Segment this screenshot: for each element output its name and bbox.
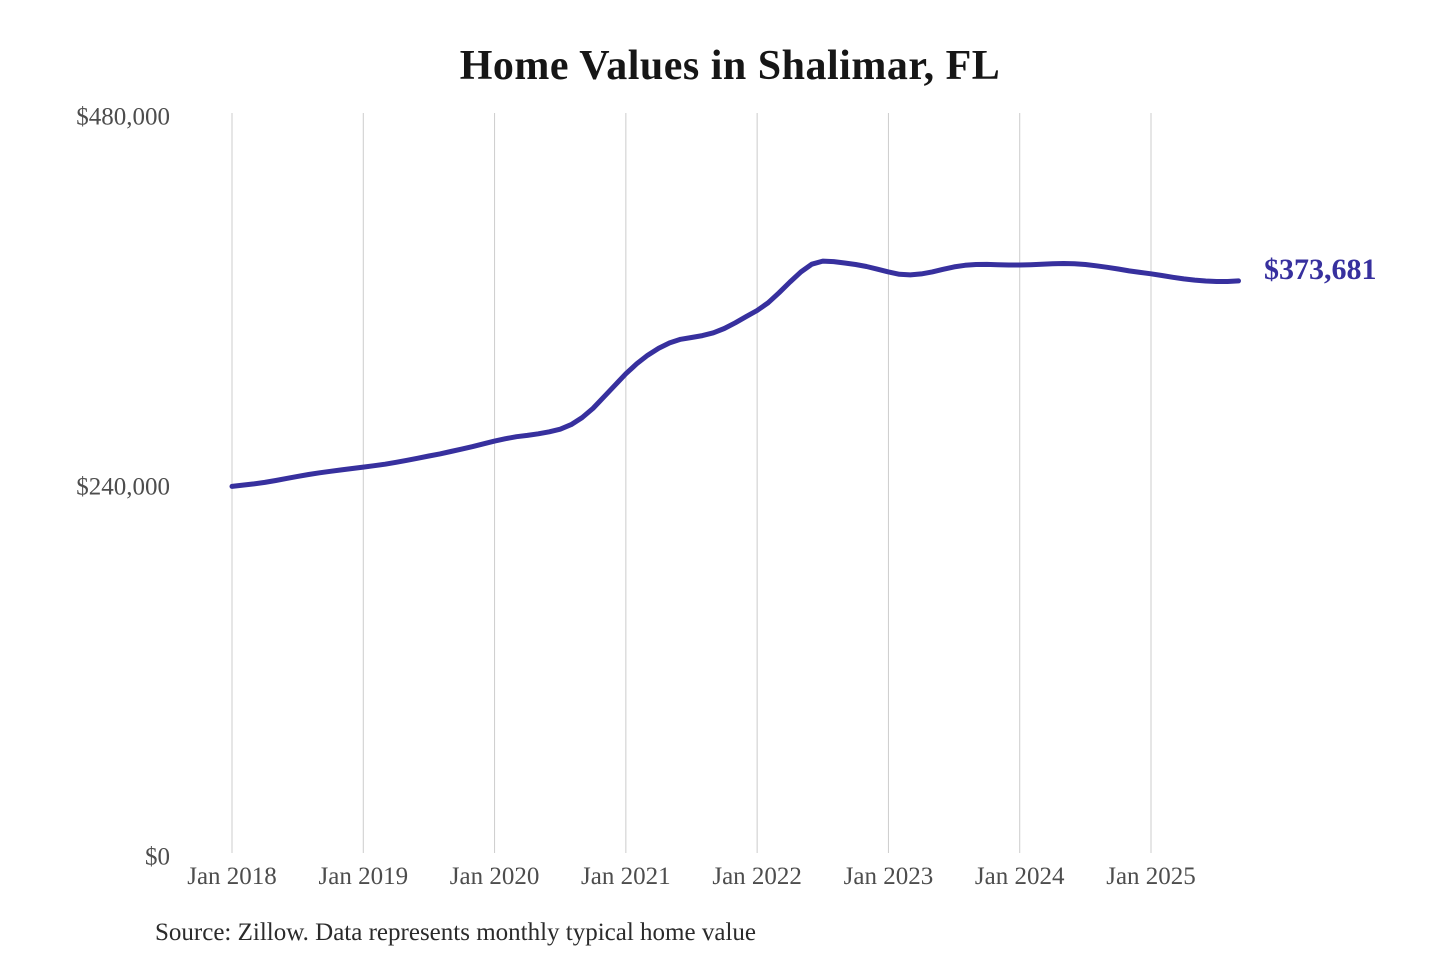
x-axis-label: Jan 2024 [974, 863, 1065, 890]
y-axis-label: $240,000 [76, 473, 170, 501]
y-axis-label: $480,000 [76, 103, 170, 131]
x-axis-label: Jan 2023 [843, 863, 934, 890]
x-axis-label: Jan 2025 [1106, 863, 1196, 890]
x-axis-label: Jan 2022 [712, 863, 802, 890]
x-axis-label: Jan 2021 [581, 863, 671, 890]
source-note: Source: Zillow. Data represents monthly … [155, 919, 756, 946]
x-axis-label: Jan 2018 [187, 863, 277, 890]
x-axis-label: Jan 2020 [449, 863, 540, 890]
latest-value-label: $373,681 [1264, 253, 1377, 286]
y-axis-label: $0 [145, 843, 170, 871]
home-value-line [229, 258, 1241, 489]
x-axis-label: Jan 2019 [318, 863, 409, 890]
chart-title: Home Values in Shalimar, FL [459, 43, 1001, 89]
